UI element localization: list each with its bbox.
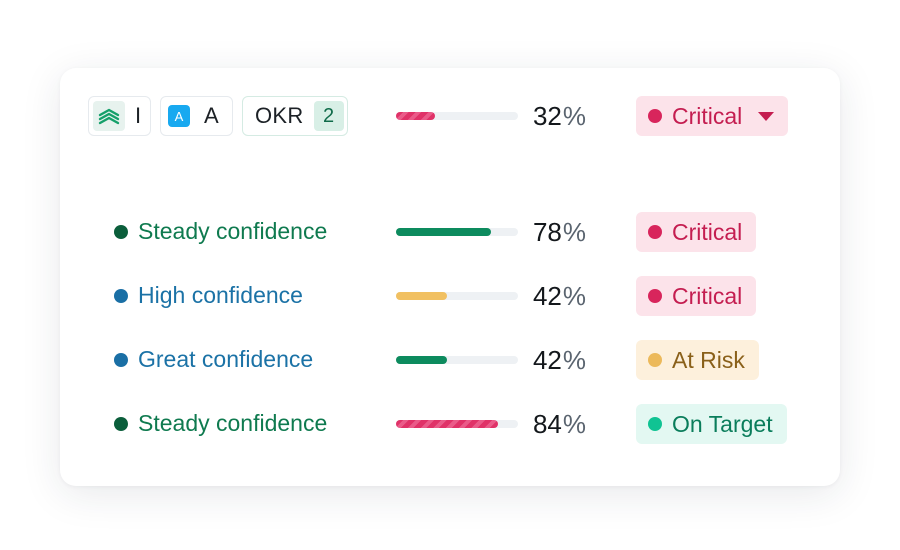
header-percent-symbol: % bbox=[562, 101, 586, 131]
percent-row-4: 84% bbox=[490, 409, 586, 440]
confidence-dot-icon bbox=[114, 288, 128, 303]
percent-symbol: % bbox=[562, 217, 586, 247]
header-status-dropdown[interactable]: Critical bbox=[636, 96, 789, 136]
header-percent: 32% bbox=[490, 101, 586, 132]
status-badge-row-1[interactable]: Critical bbox=[636, 212, 757, 252]
progress-bar-row-2 bbox=[396, 292, 518, 300]
percent-symbol: % bbox=[562, 409, 586, 439]
header-progress-bar bbox=[396, 112, 518, 120]
header-progress-fill bbox=[396, 112, 435, 120]
percent-row-1: 78% bbox=[490, 217, 586, 248]
percent-value: 42 bbox=[532, 345, 562, 375]
okr-card: I A A OKR 2 32% Critical Steady confiden… bbox=[60, 68, 840, 486]
percent-row-3: 42% bbox=[490, 345, 586, 376]
percent-value: 42 bbox=[532, 281, 562, 311]
status-label: Critical bbox=[672, 218, 743, 245]
status-label: At Risk bbox=[672, 346, 745, 373]
layers-icon bbox=[93, 101, 125, 131]
status-dot-icon bbox=[648, 417, 662, 431]
okr-chip[interactable]: OKR 2 bbox=[242, 96, 348, 136]
status-badge-row-2[interactable]: Critical bbox=[636, 276, 757, 316]
caret-down-icon bbox=[758, 111, 775, 121]
status-label: On Target bbox=[672, 410, 773, 437]
assignee-chip-label: A bbox=[204, 103, 219, 128]
app-a-icon: A bbox=[168, 105, 190, 127]
confidence-text: Great confidence bbox=[138, 346, 314, 372]
header-percent-value: 32 bbox=[532, 101, 562, 131]
confidence-label-row-4: Steady confidence bbox=[114, 410, 327, 437]
status-dot-icon bbox=[648, 289, 662, 303]
progress-fill-row-1 bbox=[396, 228, 491, 236]
status-dot-icon bbox=[648, 109, 662, 123]
confidence-dot-icon bbox=[114, 352, 128, 367]
initiative-chip-label: I bbox=[135, 103, 142, 128]
header-status-label: Critical bbox=[672, 102, 743, 129]
progress-fill-row-4 bbox=[396, 420, 498, 428]
status-dot-icon bbox=[648, 353, 662, 367]
percent-row-2: 42% bbox=[490, 281, 586, 312]
assignee-chip[interactable]: A A bbox=[160, 96, 233, 136]
confidence-label-row-1: Steady confidence bbox=[114, 218, 327, 245]
confidence-text: High confidence bbox=[138, 282, 303, 308]
status-badge-row-4[interactable]: On Target bbox=[636, 404, 787, 444]
initiative-chip[interactable]: I bbox=[88, 96, 151, 136]
confidence-dot-icon bbox=[114, 224, 128, 239]
okr-chip-label: OKR bbox=[255, 103, 304, 128]
status-label: Critical bbox=[672, 282, 743, 309]
confidence-label-row-2: High confidence bbox=[114, 282, 303, 309]
progress-fill-row-2 bbox=[396, 292, 447, 300]
progress-bar-row-1 bbox=[396, 228, 518, 236]
percent-value: 84 bbox=[532, 409, 562, 439]
confidence-label-row-3: Great confidence bbox=[114, 346, 313, 373]
confidence-text: Steady confidence bbox=[138, 410, 328, 436]
progress-bar-row-4 bbox=[396, 420, 518, 428]
progress-bar-row-3 bbox=[396, 356, 518, 364]
progress-fill-row-3 bbox=[396, 356, 447, 364]
status-dot-icon bbox=[648, 225, 662, 239]
percent-symbol: % bbox=[562, 345, 586, 375]
okr-count-badge: 2 bbox=[313, 101, 344, 131]
confidence-dot-icon bbox=[114, 416, 128, 431]
status-badge-row-3[interactable]: At Risk bbox=[636, 340, 759, 380]
confidence-text: Steady confidence bbox=[138, 218, 328, 244]
percent-symbol: % bbox=[562, 281, 586, 311]
percent-value: 78 bbox=[532, 217, 562, 247]
